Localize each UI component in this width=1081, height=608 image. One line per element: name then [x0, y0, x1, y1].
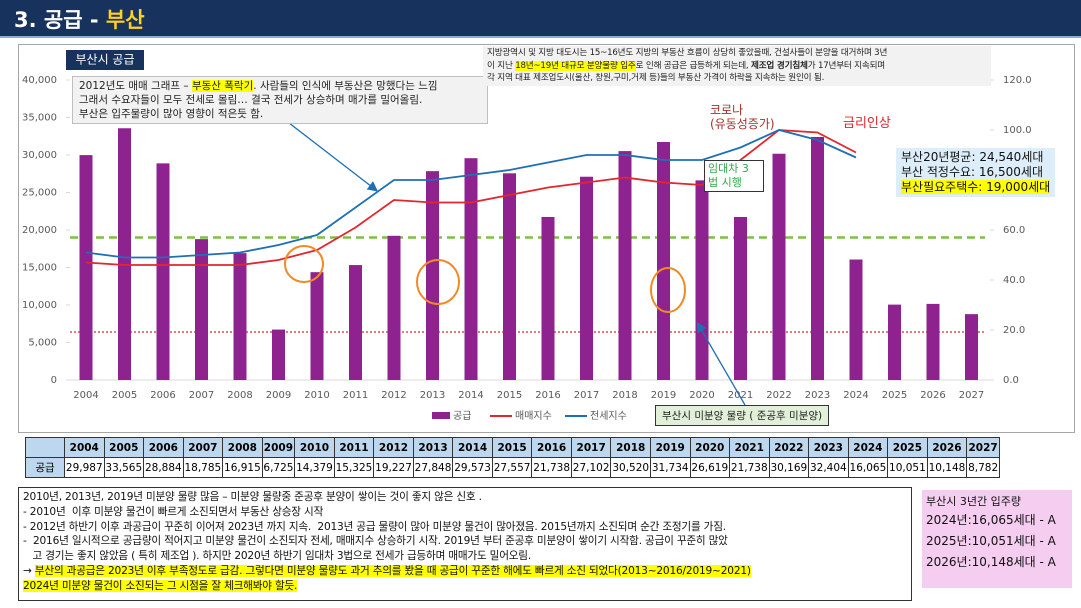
y-tick-label: 25,000 [22, 188, 57, 199]
bar [464, 158, 478, 380]
x-tick-label: 2004 [73, 390, 98, 401]
x-tick-label: 2018 [612, 390, 637, 401]
x-tick-label: 2016 [535, 390, 560, 401]
chart-title: 부산시 공급 [75, 53, 134, 67]
bar [965, 314, 978, 380]
y2-tick-label: 40.0 [1003, 275, 1025, 286]
x-tick-label: 2010 [304, 390, 329, 401]
chart-frame [18, 44, 1075, 433]
bar [195, 239, 208, 380]
x-tick-label: 2017 [574, 390, 599, 401]
bar [503, 173, 516, 380]
bar [426, 171, 439, 380]
x-tick-label: 2021 [728, 390, 753, 401]
header-title: 3. 공급 - 부산 [14, 4, 145, 34]
bar [695, 180, 709, 380]
bar [772, 153, 786, 380]
y-tick-label: 15,000 [22, 263, 57, 274]
bar [349, 265, 362, 380]
y2-tick-label: 20.0 [1003, 325, 1025, 336]
x-tick-label: 2025 [882, 390, 907, 401]
y-tick-label: 30,000 [22, 150, 57, 161]
legend-swatch [432, 412, 450, 419]
y-tick-label: 20,000 [22, 225, 57, 236]
x-tick-label: 2007 [189, 390, 214, 401]
header-number: 3. 공급 - [14, 8, 106, 32]
x-tick-label: 2027 [959, 390, 984, 401]
y-tick-label: 5,000 [28, 338, 57, 349]
x-tick-label: 2023 [805, 390, 830, 401]
arrow [696, 321, 746, 406]
bar [272, 329, 285, 380]
bar [233, 253, 247, 380]
header-region: 부산 [105, 8, 145, 32]
x-tick-label: 2026 [920, 390, 945, 401]
highlight-circle [416, 259, 460, 305]
y2-tick-label: 100.0 [1003, 125, 1032, 136]
highlight-circle [650, 267, 686, 313]
x-tick-label: 2022 [766, 390, 791, 401]
bar [118, 128, 131, 380]
chart-title-box [66, 50, 144, 70]
x-tick-label: 2024 [843, 390, 868, 401]
x-tick-label: 2005 [112, 390, 137, 401]
highlight-circle [284, 245, 324, 283]
arrow [279, 115, 379, 192]
bar [387, 235, 401, 380]
bar [580, 176, 593, 380]
bar [657, 141, 670, 380]
x-tick-label: 2020 [689, 390, 714, 401]
x-tick-label: 2012 [381, 390, 406, 401]
bar [79, 155, 93, 380]
header-bar: 3. 공급 - 부산 [0, 0, 1081, 38]
bar [156, 163, 170, 380]
legend-label: 공급 [453, 410, 471, 422]
x-tick-label: 2008 [227, 390, 252, 401]
y-tick-label: 35,000 [22, 113, 57, 124]
x-tick-label: 2014 [458, 390, 483, 401]
y2-tick-label: 120.0 [1003, 75, 1032, 86]
y2-tick-label: 80.0 [1003, 175, 1025, 186]
line [85, 129, 857, 259]
legend-label: 매매지수 [515, 410, 552, 422]
x-tick-label: 2015 [497, 390, 522, 401]
x-tick-label: 2019 [651, 390, 676, 401]
x-tick-label: 2011 [343, 390, 368, 401]
bar [811, 136, 824, 380]
bar [926, 303, 940, 380]
bar [849, 259, 863, 380]
y-tick-label: 40,000 [22, 75, 57, 86]
bar [888, 304, 901, 380]
bar [310, 272, 324, 380]
x-tick-label: 2006 [150, 390, 175, 401]
x-tick-label: 2009 [266, 390, 291, 401]
y-tick-label: 10,000 [22, 300, 57, 311]
bar [618, 151, 632, 380]
y2-tick-label: 0.0 [1003, 375, 1019, 386]
x-tick-label: 2013 [420, 390, 445, 401]
legend-label: 전세지수 [590, 410, 627, 422]
bar [734, 216, 747, 380]
y-tick-label: 0 [51, 375, 57, 386]
bar [541, 216, 555, 380]
y2-tick-label: 60.0 [1003, 225, 1025, 236]
